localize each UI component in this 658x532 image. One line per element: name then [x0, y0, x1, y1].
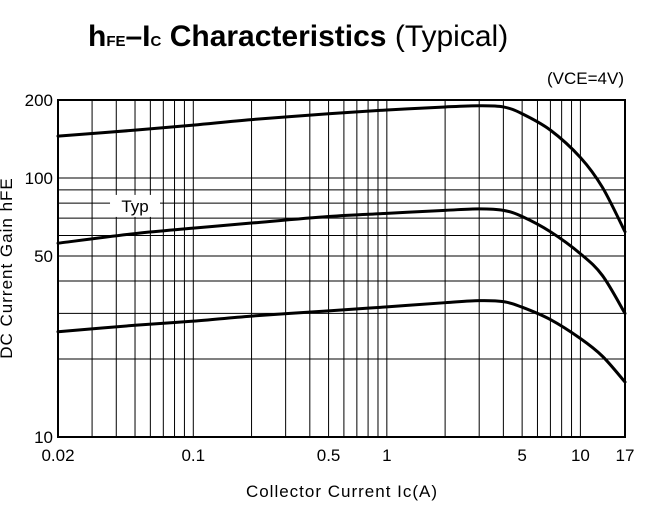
x-tick-label-1: 1 — [382, 446, 391, 465]
title-c: C — [151, 33, 162, 50]
typ-label-background — [110, 194, 161, 217]
vce-condition: (VCE=4V) — [547, 69, 624, 88]
series-line-2 — [56, 207, 627, 315]
x-tick-label-0p5: 0.5 — [317, 446, 341, 465]
y-tick-labels: 10 50 100 200 — [25, 91, 53, 447]
title-typical: (Typical) — [387, 20, 509, 53]
y-tick-label-100: 100 — [25, 169, 53, 188]
title-dash-i: –I — [126, 20, 151, 53]
y-tick-label-10: 10 — [34, 428, 53, 447]
curves — [56, 104, 627, 384]
typ-annotation: Typ — [110, 194, 161, 217]
x-axis-label: Collector Current Ic(A) — [246, 482, 438, 501]
x-tick-label-17: 17 — [616, 446, 635, 465]
plot-frame — [57, 99, 626, 438]
chart-title: hFE–IC Characteristics (Typical) — [88, 20, 508, 53]
typ-label: Typ — [121, 197, 148, 216]
y-tick-label-200: 200 — [25, 91, 53, 110]
series-line-3 — [56, 299, 627, 384]
x-tick-label-0p02: 0.02 — [41, 446, 74, 465]
y-axis-label: DC Current Gain hFE — [0, 177, 16, 359]
x-tick-label-5: 5 — [517, 446, 526, 465]
x-tick-label-0p1: 0.1 — [181, 446, 205, 465]
y-tick-label-50: 50 — [34, 247, 53, 266]
title-h: h — [88, 20, 106, 53]
grid — [57, 99, 626, 438]
title-characteristics: Characteristics — [161, 20, 386, 53]
title-fe: FE — [106, 33, 125, 50]
series-line-1 — [56, 104, 627, 234]
x-tick-label-10: 10 — [571, 446, 590, 465]
x-tick-labels: 0.02 0.1 0.5 1 5 10 17 — [41, 446, 634, 465]
